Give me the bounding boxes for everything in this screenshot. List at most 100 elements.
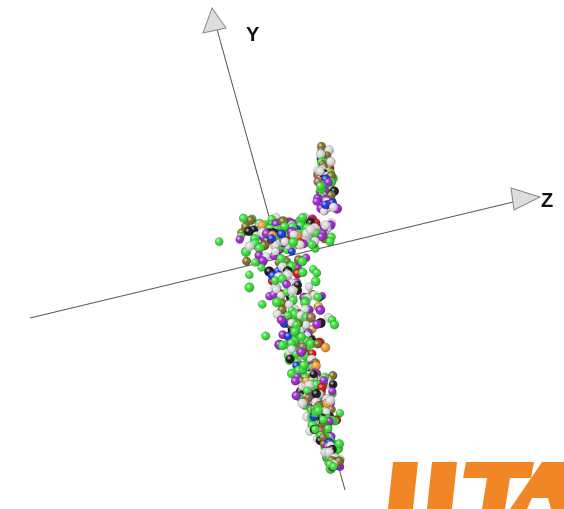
data-point-shading: [326, 396, 335, 405]
data-point-shading: [245, 283, 254, 292]
data-point-shading: [257, 263, 266, 272]
data-point-shading: [312, 268, 321, 278]
data-point-shading: [289, 238, 298, 247]
data-point-shading: [298, 268, 307, 277]
data-point-shading: [328, 380, 338, 389]
data-point-shading: [301, 320, 311, 330]
data-point-shading: [314, 406, 323, 415]
data-point-shading: [312, 197, 321, 206]
data-point-shading: [283, 311, 292, 320]
data-point-shading: [298, 399, 307, 408]
data-point-shading: [245, 270, 254, 279]
data-point-shading: [214, 237, 224, 246]
data-point-shading: [290, 327, 300, 336]
data-point-shading: [329, 203, 338, 212]
data-point-shading: [244, 227, 253, 236]
data-point-shading: [317, 383, 326, 392]
y-axis-arrowhead: [202, 6, 227, 34]
data-point-shading: [277, 315, 286, 325]
data-point-shading: [309, 370, 318, 379]
data-point-shading: [313, 339, 322, 349]
data-point-shading: [319, 433, 328, 442]
data-point-shading: [300, 305, 309, 314]
data-point-shading: [324, 448, 334, 457]
data-point-shading: [321, 221, 330, 230]
data-point-shading: [325, 237, 335, 246]
data-point-shading: [321, 343, 330, 352]
data-point-shading: [313, 292, 322, 302]
data-point-shading: [280, 237, 290, 246]
data-point-shading: [258, 256, 267, 265]
data-point-shading: [304, 282, 314, 291]
data-point-shading: [297, 347, 306, 357]
data-point-shading: [292, 391, 301, 400]
data-points: [214, 141, 345, 475]
data-point-shading: [328, 387, 337, 396]
data-point-shading: [257, 221, 267, 230]
data-point-shading: [285, 354, 295, 364]
data-point-shading: [272, 298, 282, 307]
data-point-shading: [288, 286, 297, 295]
data-point-shading: [324, 178, 333, 187]
data-point-shading: [287, 338, 296, 348]
data-point-shading: [298, 257, 307, 266]
data-point-shading: [301, 298, 310, 307]
data-point-shading: [324, 424, 333, 433]
data-point-shading: [317, 232, 326, 241]
logo-letter-i2: [427, 462, 457, 509]
data-point-shading: [311, 277, 320, 286]
data-point-shading: [258, 300, 267, 309]
data-point-shading: [242, 256, 251, 266]
data-point-shading: [330, 320, 339, 329]
data-point-shading: [287, 344, 296, 354]
data-point-shading: [316, 150, 325, 159]
data-point-shading: [307, 240, 317, 249]
data-point-shading: [329, 462, 338, 471]
logo-letter-t: [463, 462, 534, 509]
data-point-shading: [272, 285, 281, 294]
data-point-shading: [306, 225, 315, 234]
y-axis-label: Y: [246, 24, 260, 46]
data-point-shading: [326, 157, 336, 166]
data-point-shading: [335, 408, 345, 418]
data-point-shading: [278, 341, 287, 350]
data-point-shading: [267, 234, 276, 243]
iita-logo-watermark: [388, 462, 564, 509]
data-point-shading: [287, 247, 296, 256]
data-point-shading: [277, 229, 286, 239]
data-point-shading: [319, 376, 328, 385]
logo-letter-i1: [388, 462, 418, 509]
data-point-shading: [335, 439, 344, 449]
data-point-shading: [298, 213, 307, 222]
data-point-shading: [235, 235, 244, 244]
data-point-shading: [312, 320, 322, 329]
data-point-shading: [261, 331, 270, 341]
data-point-shading: [319, 415, 328, 424]
data-point-shading: [297, 332, 306, 342]
logo-letter-a: [510, 462, 564, 509]
data-point-shading: [311, 361, 321, 370]
data-point-shading: [291, 376, 300, 386]
data-point-shading: [306, 313, 316, 322]
data-point-shading: [276, 254, 286, 263]
data-point-shading: [255, 244, 264, 253]
data-point-shading: [289, 230, 298, 239]
data-point-shading: [271, 247, 280, 256]
data-point-shading: [319, 207, 328, 216]
data-point-shading: [251, 258, 260, 267]
data-point-shading: [271, 276, 280, 285]
data-point-shading: [282, 280, 291, 289]
data-point-shading: [316, 181, 325, 191]
data-point-shading: [284, 332, 293, 341]
z-axis-arrowhead: [510, 187, 542, 211]
data-point-shading: [299, 361, 309, 370]
data-point-shading: [246, 216, 255, 225]
data-point-shading: [311, 425, 320, 434]
z-axis-label: Z: [541, 190, 553, 212]
data-point-shading: [245, 242, 254, 251]
data-point-shading: [312, 389, 321, 398]
data-point-shading: [306, 339, 315, 349]
data-point-shading: [316, 305, 325, 315]
data-point-shading: [239, 214, 248, 223]
